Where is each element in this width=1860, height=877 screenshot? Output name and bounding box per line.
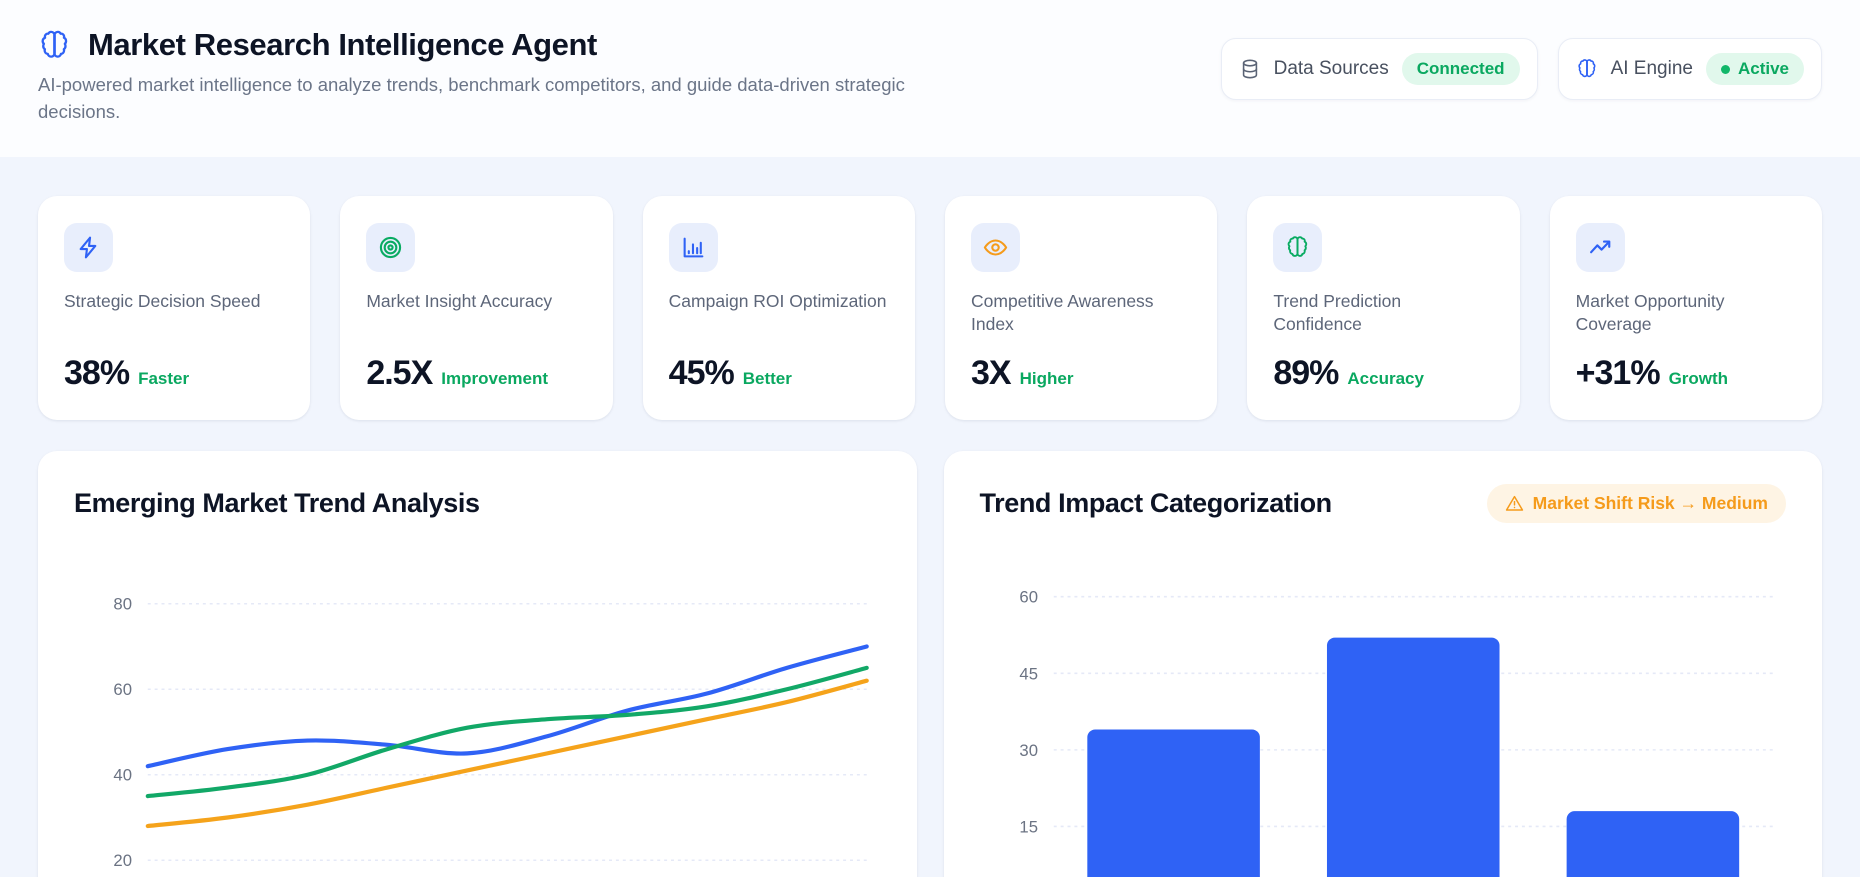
bar-3 (1566, 810, 1739, 877)
metric-value-row: 3X Higher (971, 356, 1191, 390)
metric-card-strategic-decision-speed[interactable]: Strategic Decision Speed 38% Faster (38, 196, 311, 420)
trend-impact-categorization-panel: Trend Impact Categorization Market Shift… (943, 450, 1822, 877)
bar-2 (1326, 637, 1500, 877)
metric-value: 3X (971, 353, 1012, 392)
metric-suffix: Better (742, 368, 792, 388)
charts-row: Emerging Market Trend Analysis 20 40 60 80 … (38, 450, 1822, 877)
line-series-series-b (145, 665, 869, 798)
trend-up-icon (1575, 223, 1625, 272)
metric-value: +31% (1575, 353, 1661, 392)
metric-card-trend-prediction-confidence[interactable]: Trend Prediction Confidence 89% Accuracy (1247, 196, 1520, 420)
metric-value-row: 2.5X Improvement (366, 356, 586, 390)
brain-icon (1576, 58, 1598, 80)
metric-card-campaign-roi-optimization[interactable]: Campaign ROI Optimization 45% Better (642, 196, 915, 420)
market-shift-risk-text: Market Shift Risk → Medium (1532, 493, 1768, 513)
line-series-series-c (145, 678, 869, 828)
emerging-market-trend-analysis-panel: Emerging Market Trend Analysis 20 40 60 80 (38, 450, 917, 877)
panel-header: Trend Impact Categorization Market Shift… (979, 483, 1786, 525)
y-axis-tick-label: 60 (113, 680, 132, 699)
metric-label: Strategic Decision Speed (64, 291, 261, 311)
metric-value-row: +31% Growth (1576, 356, 1796, 390)
metric-label: Market Insight Accuracy (366, 291, 553, 311)
metric-label: Competitive Awareness Index (971, 291, 1154, 334)
panel-title: Emerging Market Trend Analysis (74, 488, 480, 518)
panel-header: Emerging Market Trend Analysis (74, 483, 881, 525)
target-icon (366, 223, 416, 272)
page-title: Market Research Intelligence Agent (88, 27, 597, 62)
data-sources-label: Data Sources (1273, 58, 1389, 79)
y-axis-tick-label: 60 (1019, 587, 1038, 606)
metric-card-competitive-awareness-index[interactable]: Competitive Awareness Index 3X Higher (945, 196, 1218, 420)
y-axis-tick-label: 80 (113, 594, 132, 613)
warning-triangle-icon (1505, 494, 1524, 513)
metric-suffix: Higher (1019, 368, 1074, 388)
metric-value: 2.5X (366, 353, 433, 392)
panel-title: Trend Impact Categorization (979, 488, 1333, 518)
app-header: Market Research Intelligence Agent AI-po… (0, 0, 1860, 157)
ai-engine-status-card[interactable]: AI Engine Active (1557, 38, 1822, 100)
y-axis-tick-label: 15 (1019, 817, 1038, 836)
metric-value-row: 45% Better (669, 356, 889, 390)
metric-value-row: 38% Faster (64, 356, 284, 390)
header-left-group: Market Research Intelligence Agent AI-po… (38, 24, 938, 126)
data-sources-status-text: Connected (1416, 59, 1505, 78)
bar-chart-icon (668, 223, 718, 272)
ai-engine-status-badge: Active (1705, 53, 1804, 85)
y-axis-tick-label: 30 (1019, 740, 1038, 759)
metric-card-market-opportunity-coverage[interactable]: Market Opportunity Coverage +31% Growth (1549, 196, 1822, 420)
metric-suffix: Improvement (441, 368, 549, 388)
main-content: Strategic Decision Speed 38% Faster Mark… (0, 157, 1860, 877)
metric-value-row: 89% Accuracy (1273, 356, 1493, 390)
market-shift-risk-badge: Market Shift Risk → Medium (1486, 484, 1786, 523)
metric-card-market-insight-accuracy[interactable]: Market Insight Accuracy 2.5X Improvement (340, 196, 613, 420)
bar-1 (1086, 728, 1260, 877)
database-icon (1239, 58, 1261, 80)
y-axis-tick-label: 40 (113, 765, 132, 784)
bolt-icon (64, 223, 113, 272)
metric-value: 38% (64, 353, 130, 392)
status-dot-icon (1720, 64, 1730, 74)
data-sources-status-badge: Connected (1401, 53, 1520, 85)
title-row: Market Research Intelligence Agent (38, 27, 938, 62)
line-series-series-a (145, 643, 869, 768)
y-axis-tick-label: 20 (113, 851, 132, 870)
metric-label: Trend Prediction Confidence (1273, 291, 1402, 334)
metric-value: 89% (1273, 353, 1339, 392)
metric-label: Market Opportunity Coverage (1575, 291, 1725, 334)
ai-engine-label: AI Engine (1610, 58, 1693, 79)
metric-label: Campaign ROI Optimization (668, 291, 887, 311)
page-subtitle: AI-powered market intelligence to analyz… (38, 74, 905, 122)
metric-suffix: Accuracy (1347, 368, 1424, 388)
eye-icon (971, 223, 1020, 272)
brain-icon (38, 29, 71, 62)
line-chart-svg: 20 40 60 80 (113, 594, 869, 870)
bar-chart: 15 30 45 60 (980, 543, 1787, 877)
header-status-group: Data Sources Connected AI Engine Active (1220, 24, 1822, 100)
line-chart: 20 40 60 80 (74, 543, 881, 877)
metrics-row: Strategic Decision Speed 38% Faster Mark… (38, 196, 1822, 420)
y-axis-tick-label: 45 (1019, 664, 1038, 683)
brain-icon (1273, 223, 1323, 272)
ai-engine-status-text: Active (1737, 59, 1789, 78)
data-sources-status-card[interactable]: Data Sources Connected (1220, 38, 1538, 100)
metric-suffix: Growth (1668, 368, 1729, 388)
bar-chart-svg: 15 30 45 60 (1019, 587, 1773, 877)
metric-value: 45% (668, 353, 735, 392)
metric-suffix: Faster (138, 368, 190, 388)
